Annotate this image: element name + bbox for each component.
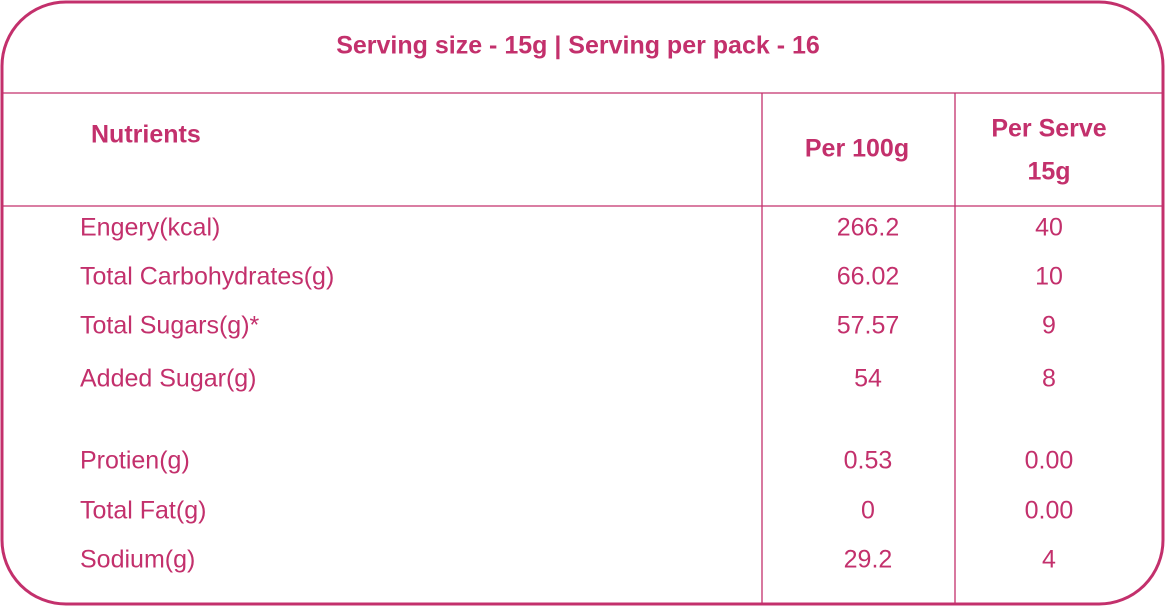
- nutrient-name: Total Fat(g): [80, 497, 206, 525]
- nutrient-value: 266.2: [837, 214, 900, 242]
- nutrient-value: 54: [854, 365, 882, 393]
- nutrient-name: Added Sugar(g): [80, 365, 257, 393]
- header-cell: Per Serve: [991, 115, 1106, 143]
- nutrient-value: 10: [1035, 263, 1063, 291]
- nutrient-value: 0.53: [844, 447, 893, 475]
- nutrient-value: 57.57: [837, 312, 900, 340]
- nutrient-name: Total Carbohydrates(g): [80, 263, 334, 291]
- nutrient-value: 29.2: [844, 546, 893, 574]
- nutrient-name: Protien(g): [80, 447, 190, 475]
- nutrient-value: 4: [1042, 546, 1056, 574]
- nutrient-name: Engery(kcal): [80, 214, 220, 242]
- nutrient-value: 66.02: [837, 263, 900, 291]
- nutrient-value: 0: [861, 497, 875, 525]
- nutrient-name: Total Sugars(g)*: [80, 312, 260, 340]
- nutrient-value: 8: [1042, 365, 1056, 393]
- nutrient-value: 0.00: [1025, 447, 1074, 475]
- header-cell: Nutrients: [91, 121, 201, 149]
- nutrient-value: 40: [1035, 214, 1063, 242]
- nutrient-value: 0.00: [1025, 497, 1074, 525]
- nutrient-value: 9: [1042, 312, 1056, 340]
- nutrient-name: Sodium(g): [80, 546, 195, 574]
- serving-title: Serving size - 15g | Serving per pack - …: [336, 32, 820, 60]
- header-cell: 15g: [1027, 158, 1070, 186]
- header-cell: Per 100g: [805, 135, 909, 163]
